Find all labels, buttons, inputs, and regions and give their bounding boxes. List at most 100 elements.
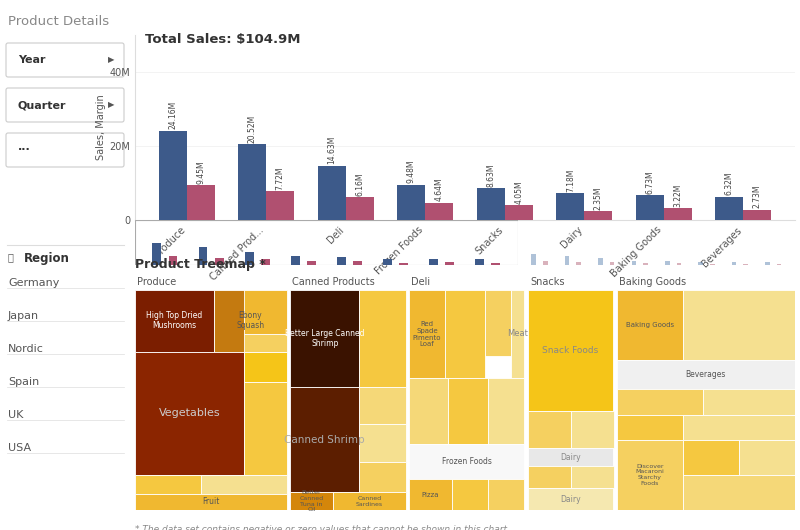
Bar: [743, 263, 748, 265]
Text: Nordic: Nordic: [8, 344, 44, 354]
Bar: [617, 389, 702, 416]
FancyBboxPatch shape: [6, 43, 124, 77]
Bar: [732, 262, 736, 265]
Bar: [290, 492, 333, 510]
Text: 20.52M: 20.52M: [248, 114, 257, 143]
Text: * The data set contains negative or zero values that cannot be shown in this cha: * The data set contains negative or zero…: [135, 525, 510, 530]
Bar: [290, 290, 359, 387]
Bar: [359, 462, 406, 492]
Bar: [570, 466, 614, 488]
Bar: [485, 290, 511, 356]
Bar: [617, 360, 795, 389]
Text: High Top Dried
Mushrooms: High Top Dried Mushrooms: [146, 311, 202, 331]
Bar: [244, 290, 286, 334]
Bar: [577, 261, 581, 265]
Text: 7.72M: 7.72M: [276, 166, 285, 190]
Text: UK: UK: [8, 410, 23, 420]
Bar: [557, 193, 584, 220]
Bar: [429, 259, 438, 265]
Bar: [531, 254, 536, 265]
Bar: [346, 197, 374, 220]
Bar: [636, 195, 664, 220]
Bar: [135, 475, 201, 493]
Bar: [198, 246, 207, 265]
Bar: [290, 387, 359, 492]
Text: Produce: Produce: [138, 277, 177, 287]
Bar: [643, 263, 648, 265]
Text: Discover
Macaroni
Starchy
Foods: Discover Macaroni Starchy Foods: [635, 464, 664, 486]
Bar: [201, 475, 286, 493]
Text: 2.35M: 2.35M: [594, 187, 602, 210]
Text: 🔍: 🔍: [8, 252, 14, 262]
Text: Germany: Germany: [8, 278, 59, 288]
Text: Red
Spade
Pimento
Loaf: Red Spade Pimento Loaf: [413, 321, 442, 348]
Text: ▶: ▶: [107, 56, 114, 65]
Bar: [244, 334, 286, 351]
Bar: [135, 351, 244, 475]
Bar: [677, 263, 682, 265]
Bar: [511, 290, 524, 378]
Bar: [505, 205, 533, 220]
Bar: [777, 264, 782, 265]
Bar: [359, 290, 406, 387]
Bar: [153, 243, 162, 265]
Bar: [159, 130, 186, 220]
Bar: [445, 290, 485, 378]
Bar: [702, 389, 795, 416]
Text: 6.73M: 6.73M: [646, 170, 654, 193]
Text: Dairy: Dairy: [560, 494, 581, 503]
Text: Japan: Japan: [8, 311, 39, 321]
Text: USA: USA: [8, 443, 31, 453]
Text: 14.63M: 14.63M: [327, 136, 336, 164]
Bar: [565, 256, 570, 265]
Bar: [491, 262, 500, 265]
Bar: [409, 479, 452, 510]
Y-axis label: Sales, Margin: Sales, Margin: [97, 95, 106, 161]
Bar: [245, 252, 254, 265]
Bar: [333, 492, 406, 510]
Bar: [682, 416, 795, 439]
Bar: [715, 197, 743, 220]
Text: 4.64M: 4.64M: [434, 178, 444, 201]
Bar: [570, 411, 614, 448]
Bar: [135, 290, 214, 351]
Bar: [617, 416, 682, 439]
Bar: [488, 378, 525, 444]
Bar: [682, 439, 739, 475]
Bar: [452, 479, 488, 510]
Text: 24.16M: 24.16M: [168, 101, 178, 129]
Text: Snack Foods: Snack Foods: [542, 346, 598, 355]
Bar: [528, 448, 614, 466]
Text: 3.22M: 3.22M: [674, 183, 682, 207]
Bar: [528, 488, 614, 510]
Bar: [359, 387, 406, 424]
Bar: [266, 191, 294, 220]
Text: Total Sales: $104.9M: Total Sales: $104.9M: [145, 33, 301, 46]
Bar: [409, 378, 449, 444]
Bar: [307, 261, 316, 265]
Bar: [631, 261, 636, 265]
Text: Canned Shrimp: Canned Shrimp: [285, 435, 365, 445]
Bar: [244, 383, 286, 475]
Bar: [261, 260, 270, 265]
Text: Quarter: Quarter: [18, 100, 66, 110]
Bar: [186, 185, 214, 220]
Text: 2.73M: 2.73M: [753, 185, 762, 208]
Text: ···: ···: [18, 145, 30, 155]
Text: 7.18M: 7.18M: [566, 169, 575, 192]
Text: ▶: ▶: [107, 101, 114, 110]
Bar: [398, 185, 426, 220]
FancyBboxPatch shape: [6, 88, 124, 122]
Bar: [665, 261, 670, 265]
Bar: [710, 264, 714, 265]
Bar: [409, 290, 445, 378]
Bar: [399, 263, 408, 265]
Text: Year: Year: [18, 55, 46, 65]
Bar: [664, 208, 692, 220]
Text: Pizza: Pizza: [422, 492, 439, 498]
Bar: [238, 144, 266, 220]
Text: Canned
Sardines: Canned Sardines: [356, 496, 383, 507]
Text: Region: Region: [24, 252, 70, 265]
Bar: [475, 259, 484, 265]
Text: Product Treemap *: Product Treemap *: [135, 259, 266, 271]
